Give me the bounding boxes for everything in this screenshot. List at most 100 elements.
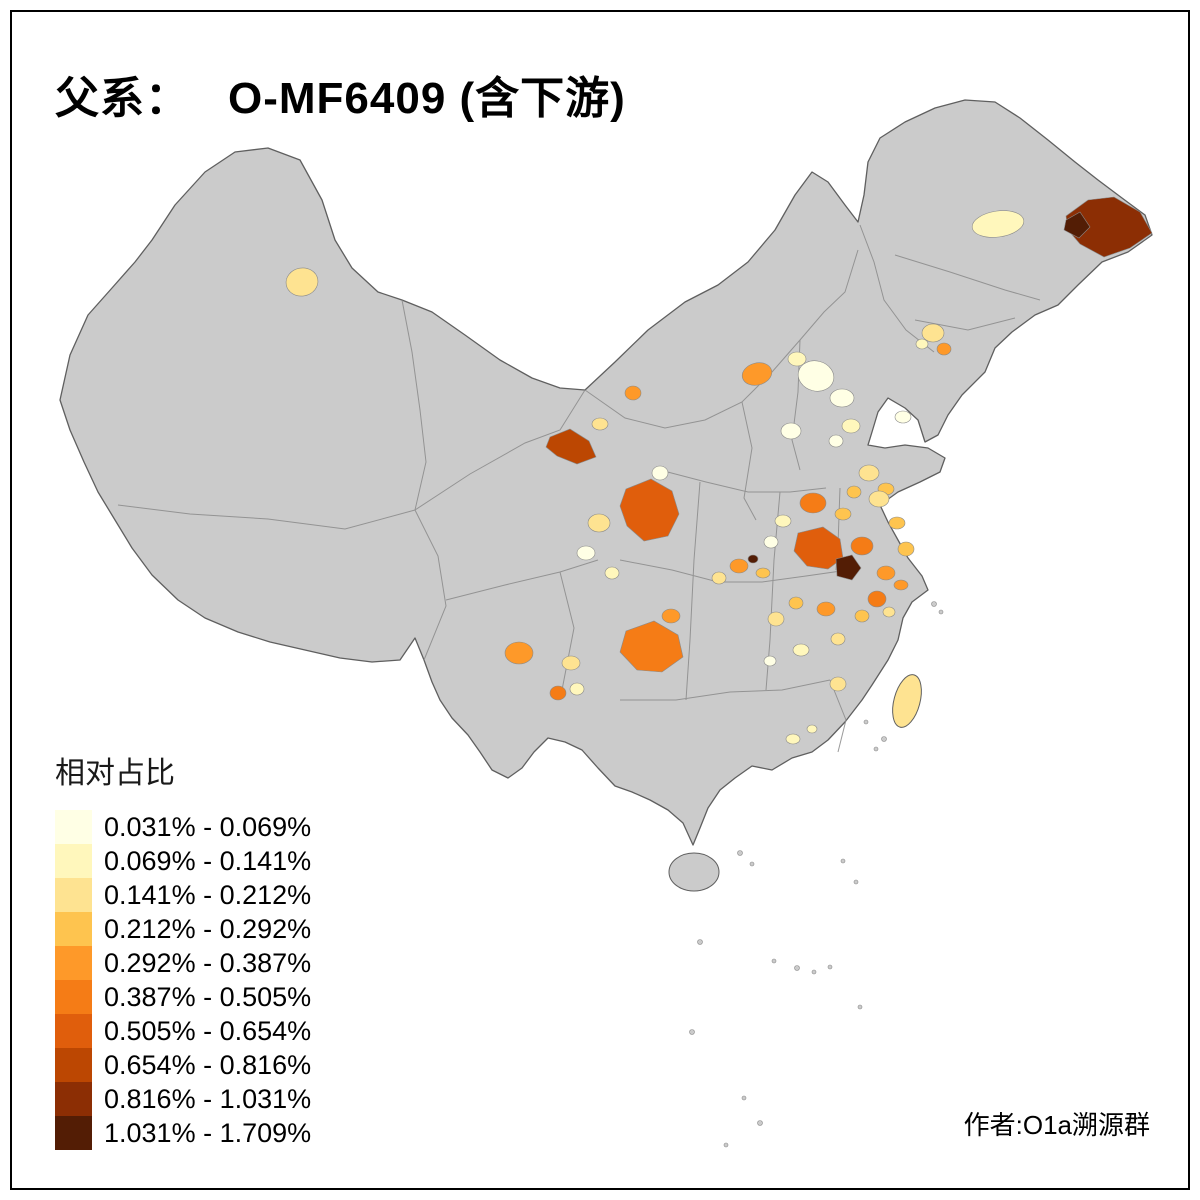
prefecture-region <box>545 428 597 465</box>
prefecture-region <box>894 410 912 424</box>
prefecture-region <box>504 641 534 665</box>
prefecture-region <box>797 360 835 392</box>
prefecture-region <box>834 507 852 521</box>
taiwan-island <box>892 674 922 728</box>
prefecture-region <box>604 566 620 580</box>
prefecture-region <box>711 571 727 585</box>
china-mainland <box>59 99 1153 846</box>
legend-swatch <box>55 946 92 980</box>
legend: 相对占比 0.031% - 0.069% 0.069% - 0.141% 0.1… <box>55 748 311 1150</box>
prefecture-region <box>829 388 855 408</box>
legend-label: 1.031% - 1.709% <box>104 1117 312 1148</box>
islands <box>668 601 944 1148</box>
prefecture-region <box>788 596 804 610</box>
prefecture-region <box>841 418 861 434</box>
prefecture-region <box>576 545 596 561</box>
legend-swatch <box>55 1014 92 1048</box>
title-prefix: 父系： <box>55 74 190 123</box>
prefecture-region <box>1063 211 1091 239</box>
prefecture-region <box>729 558 749 574</box>
legend-label: 0.505% - 0.654% <box>104 1015 312 1046</box>
legend-item: 0.816% - 1.031% <box>55 1082 311 1116</box>
prefecture-region <box>854 609 870 623</box>
prefecture-region <box>285 267 319 297</box>
legend-swatch <box>55 912 92 946</box>
legend-item: 0.654% - 0.816% <box>55 1048 311 1082</box>
prefecture-region <box>549 685 567 701</box>
prefecture-region <box>763 535 779 549</box>
prefecture-region <box>747 554 759 564</box>
legend-label: 0.069% - 0.141% <box>104 845 312 876</box>
sea-islands <box>689 601 944 1148</box>
country-outline <box>59 99 1153 846</box>
legend-swatch <box>55 1082 92 1116</box>
title-main: O-MF6409 (含下游) <box>228 74 626 123</box>
prefecture-region <box>619 478 680 542</box>
prefecture-region <box>763 655 777 667</box>
prefecture-region <box>876 565 896 581</box>
prefecture-region <box>755 567 771 579</box>
prefecture-region <box>591 417 609 431</box>
prefecture-region <box>888 516 906 530</box>
legend-label: 0.031% - 0.069% <box>104 811 312 842</box>
legend-item: 0.212% - 0.292% <box>55 912 311 946</box>
prefecture-region <box>651 465 669 481</box>
prefecture-region <box>830 632 846 646</box>
legend-swatch <box>55 844 92 878</box>
prefecture-region <box>858 464 880 482</box>
prefecture-region <box>921 323 945 343</box>
prefecture-region <box>793 526 844 570</box>
legend-swatch <box>55 810 92 844</box>
prefecture-region <box>561 655 581 671</box>
legend-label: 0.212% - 0.292% <box>104 913 312 944</box>
prefecture-region <box>569 682 585 696</box>
prefecture-region <box>882 606 896 618</box>
prefecture-region <box>587 513 611 533</box>
legend-swatch <box>55 878 92 912</box>
prefecture-region <box>828 434 844 448</box>
prefecture-region <box>799 492 827 514</box>
prefecture-region <box>780 422 802 440</box>
prefecture-region <box>971 210 1025 238</box>
province-borders <box>117 224 1041 753</box>
legend-label: 0.292% - 0.387% <box>104 947 312 978</box>
prefecture-region <box>661 608 681 624</box>
prefecture-region <box>829 676 847 692</box>
hainan-island <box>668 852 720 892</box>
legend-item: 0.031% - 0.069% <box>55 810 311 844</box>
legend-title: 相对占比 <box>55 757 175 790</box>
legend-item: 0.505% - 0.654% <box>55 1014 311 1048</box>
legend-label: 0.387% - 0.505% <box>104 981 312 1012</box>
legend-swatch <box>55 1048 92 1082</box>
page-title: 父系： O-MF6409 (含下游) <box>55 62 626 126</box>
legend-label: 0.654% - 0.816% <box>104 1049 312 1080</box>
prefecture-region <box>850 536 874 556</box>
prefecture-region <box>1065 196 1153 258</box>
legend-item: 0.387% - 0.505% <box>55 980 311 1014</box>
attribution: 作者:O1a溯源群 <box>963 1110 1150 1140</box>
prefecture-region <box>936 342 952 356</box>
legend-swatch <box>55 980 92 1014</box>
prefecture-region <box>806 724 818 734</box>
prefecture-region <box>893 579 909 591</box>
prefecture-region <box>816 601 836 617</box>
prefecture-region <box>787 351 807 367</box>
prefecture-region <box>897 541 915 557</box>
prefecture-region <box>835 554 862 581</box>
prefecture-region <box>774 514 792 528</box>
prefecture-region <box>767 611 785 627</box>
legend-item: 0.069% - 0.141% <box>55 844 311 878</box>
legend-label: 0.141% - 0.212% <box>104 879 312 910</box>
prefecture-region <box>867 590 887 608</box>
prefecture-regions <box>285 196 1153 745</box>
prefecture-region <box>741 362 773 386</box>
prefecture-region <box>792 643 810 657</box>
prefecture-region <box>915 338 929 350</box>
prefecture-region <box>785 733 801 745</box>
prefecture-region <box>846 485 862 499</box>
legend-item: 0.292% - 0.387% <box>55 946 311 980</box>
legend-swatch <box>55 1116 92 1150</box>
legend-item: 0.141% - 0.212% <box>55 878 311 912</box>
